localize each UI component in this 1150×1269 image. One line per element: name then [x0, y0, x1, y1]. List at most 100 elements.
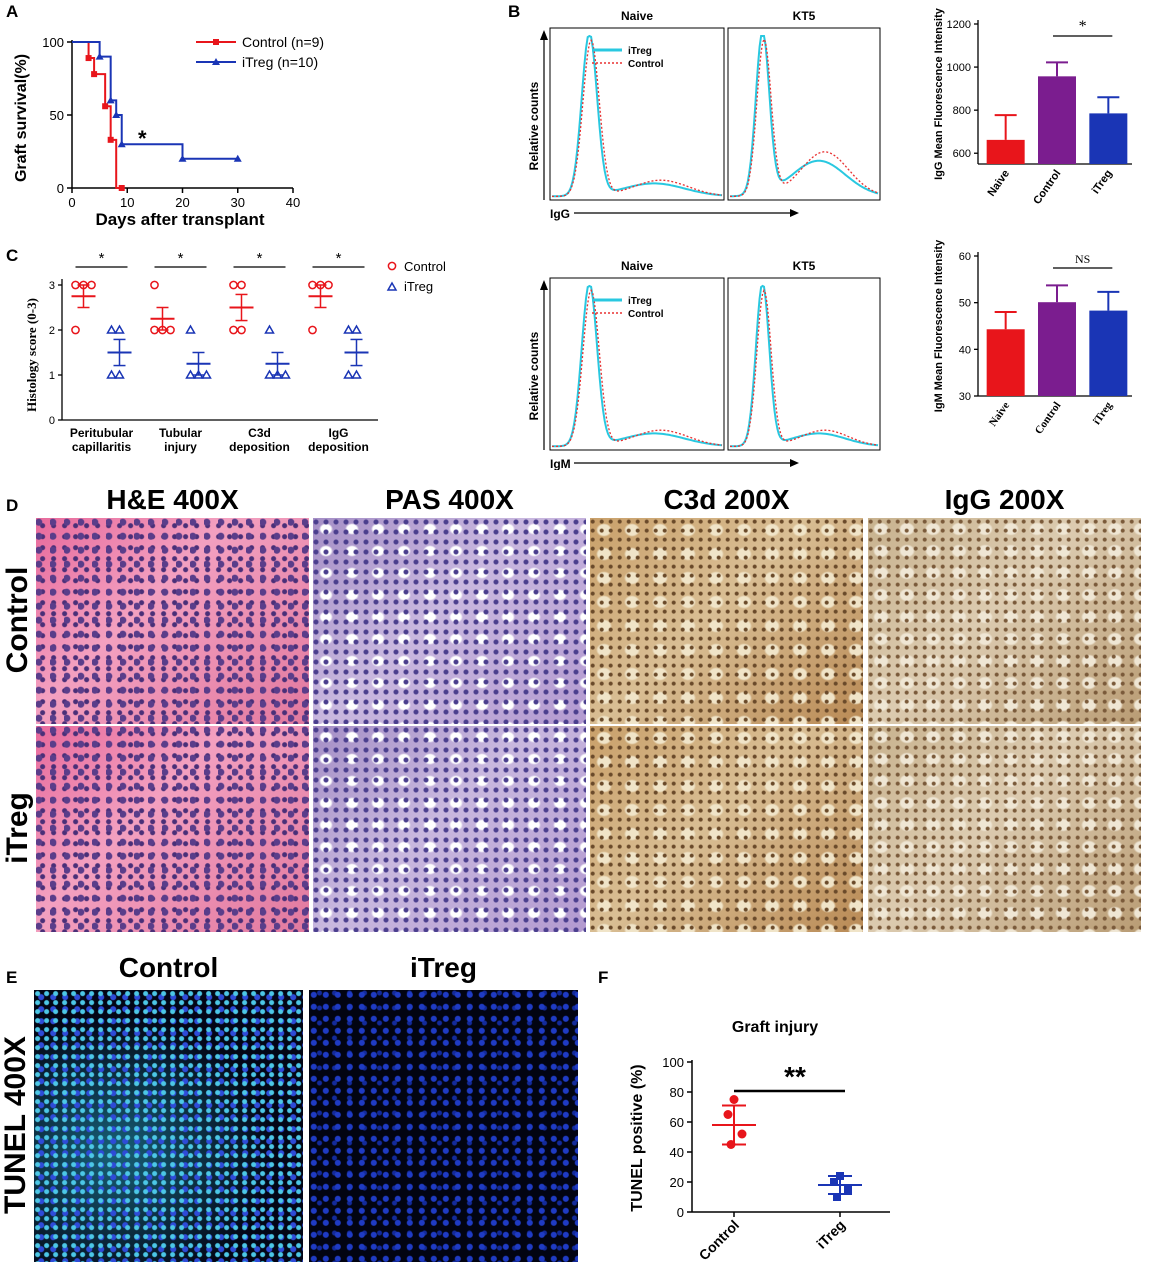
tunel-y-label: TUNEL positive (%) [629, 1064, 646, 1211]
igg-bar-control [1038, 76, 1076, 164]
tunel-point-itreg [844, 1185, 852, 1194]
tunel-fluorescence-image [309, 990, 578, 1262]
survival-marker-itreg [233, 154, 242, 162]
survival-y-label: Graft survival(%) [13, 54, 30, 182]
stain-column-title: C3d 200X [663, 484, 790, 515]
histology-point-control [150, 280, 159, 290]
survival-y-tick-label: 0 [57, 181, 64, 196]
panel-label-e: E [6, 968, 18, 987]
histology-category-label: capillaritis [72, 440, 132, 454]
igg-y-tick-label: 1000 [947, 62, 971, 74]
tunel-y-tick-label: 60 [670, 1115, 684, 1130]
histology-point-itreg [114, 369, 125, 379]
igm-bar-naive [986, 329, 1025, 396]
antibody-flow-charts: IgG Relative counts Naive KT5 iTreg Control I… [527, 7, 1132, 470]
histology-category-label: deposition [308, 440, 369, 454]
tunel-title: Graft injury [732, 1019, 818, 1036]
legend-marker-itreg [212, 58, 220, 65]
survival-x-tick-label: 30 [231, 195, 245, 210]
igm-legend-itreg: iTreg [628, 296, 652, 307]
igg-bar-naive [986, 139, 1025, 164]
tunel-y-tick-label: 100 [662, 1055, 684, 1070]
histology-category-label: C3d [248, 426, 271, 440]
histology-significance: * [99, 250, 105, 267]
micrograph-image [36, 726, 309, 932]
igg-x-label: IgG [550, 207, 570, 221]
panel-label-a: A [6, 2, 19, 21]
tunel-point-control [723, 1110, 733, 1119]
histology-category-label: deposition [229, 440, 290, 454]
micrograph-image [590, 726, 863, 932]
igg-hist-itreg-curve [730, 35, 879, 198]
igm-hist-itreg-curve [730, 284, 879, 448]
igm-hist-frame [727, 277, 881, 451]
igm-y-label: Relative counts [527, 331, 541, 420]
histology-legend-control-marker [387, 261, 397, 271]
histology-y-tick-label: 2 [49, 325, 55, 337]
survival-y-tick-label: 100 [42, 35, 64, 50]
igm-y-tick-label: 50 [959, 298, 971, 310]
tunel-row-title: TUNEL 400X [0, 1036, 32, 1214]
tunel-column-title: Control [118, 952, 219, 983]
histology-point-control [229, 280, 238, 290]
histology-score-chart: Histology score (0-3) 0 1 2 3 Peritubularcap… [24, 250, 446, 454]
histology-point-itreg [185, 324, 196, 334]
histology-significance: * [257, 250, 263, 267]
igm-x-label: IgM [550, 457, 571, 470]
igm-x-tick-label: Control [1033, 400, 1064, 437]
histology-point-itreg [114, 324, 125, 334]
igm-y-tick-label: 30 [959, 391, 971, 403]
micrograph-image [313, 518, 586, 724]
tunel-point-control [737, 1129, 747, 1139]
histology-significance: * [336, 250, 342, 267]
stain-column-title: H&E 400X [106, 484, 239, 515]
histology-y-tick-label: 0 [49, 415, 55, 427]
igg-y-label: IgG Mean Fluorescence Intensity [933, 7, 945, 180]
histology-y-label: Histology score (0-3) [24, 298, 39, 412]
igm-legend-control: Control [628, 309, 664, 320]
histology-legend-control: Control [404, 259, 446, 274]
tunel-point-itreg [836, 1172, 844, 1180]
tunel-chart: Graft injury TUNEL positive (%) ** 0 20 40… [629, 1019, 890, 1263]
survival-x-label: Days after transplant [95, 210, 264, 229]
igg-x-tick-label: Control [1031, 168, 1063, 207]
group-row-title: Control [1, 566, 34, 674]
igg-y-arrow-head [540, 30, 548, 40]
survival-marker-control [118, 185, 125, 191]
histology-y-tick-label: 1 [49, 370, 55, 382]
survival-x-tick-label: 0 [68, 195, 75, 210]
histology-point-itreg [106, 324, 117, 334]
survival-marker-itreg [112, 111, 121, 118]
igg-legend-control: Control [628, 59, 664, 70]
histology-y-tick-label: 3 [49, 280, 55, 292]
panel-label-c: C [6, 246, 19, 265]
tunel-x-tick-label: iTreg [813, 1217, 848, 1252]
igm-significance: NS [1075, 252, 1090, 266]
igg-legend-itreg: iTreg [628, 46, 652, 57]
igm-bar-control [1038, 302, 1076, 396]
igg-hist-frame [727, 27, 881, 201]
igg-x-arrow-head [790, 209, 799, 217]
histology-point-itreg [351, 369, 362, 379]
micrograph-image [36, 518, 309, 724]
survival-x-tick-label: 20 [175, 195, 189, 210]
histology-point-control [229, 325, 238, 335]
histology-point-itreg [343, 324, 354, 334]
histology-point-itreg [351, 324, 362, 334]
igg-y-tick-label: 800 [953, 105, 971, 117]
tunel-y-tick-label: 80 [670, 1085, 684, 1100]
igg-hist-frame [549, 27, 725, 201]
igg-hist-control-curve [552, 38, 723, 198]
survival-marker-control [107, 136, 114, 143]
stain-column-title: PAS 400X [385, 484, 514, 515]
survival-marker-itreg [117, 140, 126, 148]
igm-x-tick-label: Naive [987, 400, 1012, 429]
igm-bar-itreg [1089, 310, 1128, 396]
tunel-point-control [726, 1140, 736, 1149]
igm-x-arrow-head [790, 459, 799, 467]
igg-hist-title: Naive [621, 9, 653, 23]
micrograph-image [868, 518, 1141, 724]
igg-y-label: Relative counts [527, 81, 541, 170]
survival-x-tick-label: 40 [286, 195, 300, 210]
survival-marker-control [91, 71, 98, 78]
